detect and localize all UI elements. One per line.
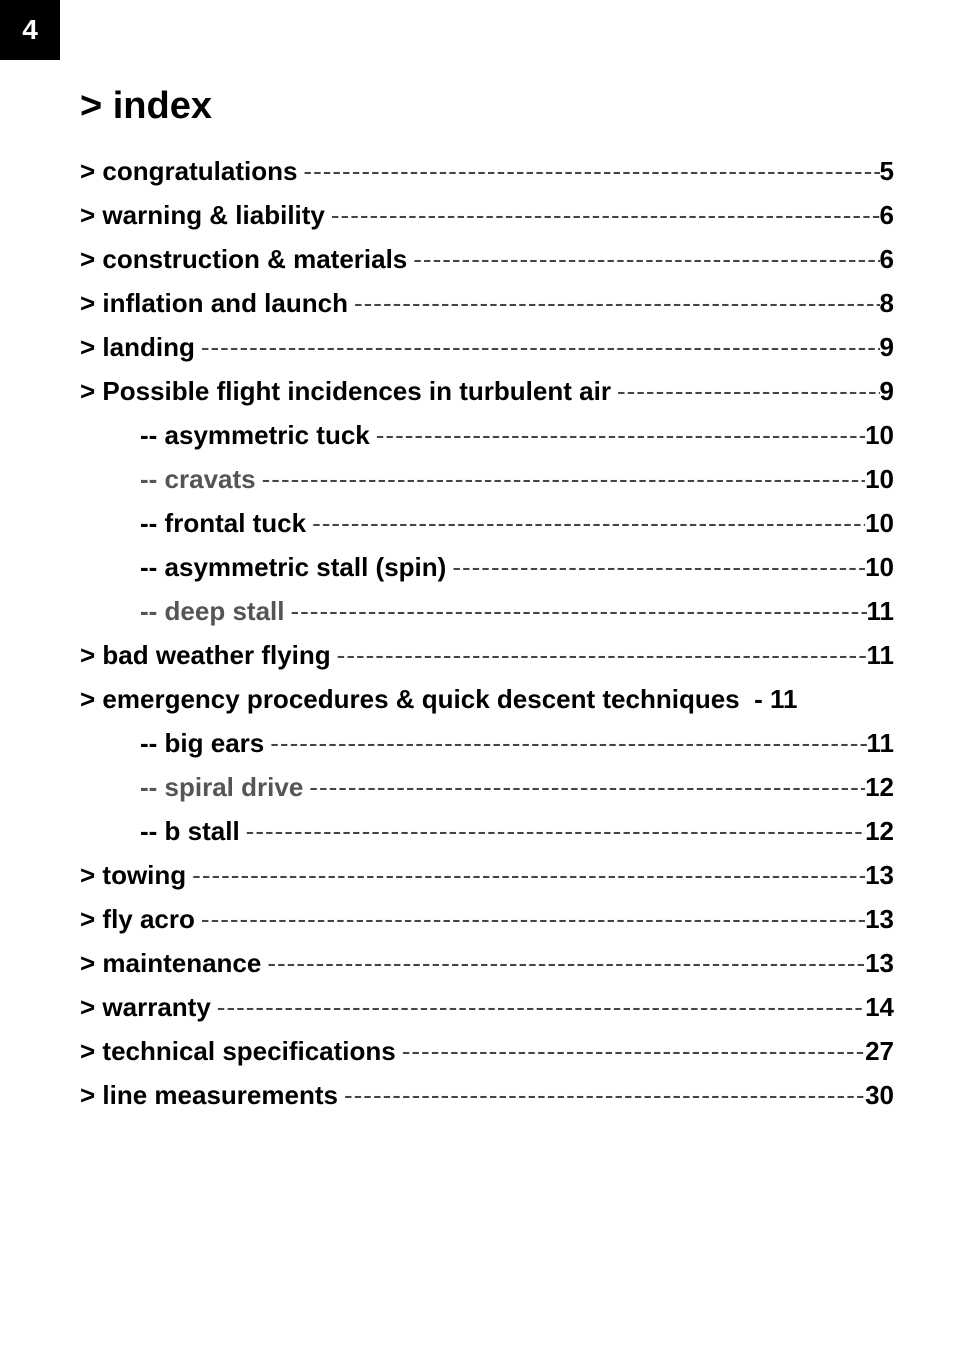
toc-label: > line measurements <box>80 1080 338 1111</box>
toc-row: > warranty------------------------------… <box>80 992 894 1023</box>
toc-container: > congratulations-----------------------… <box>80 156 894 1111</box>
toc-label: -- cravats <box>140 464 256 495</box>
toc-row: -- asymmetric tuck----------------------… <box>80 420 894 451</box>
toc-dashes: ----------------------------------------… <box>348 288 880 319</box>
toc-row: > landing-------------------------------… <box>80 332 894 363</box>
toc-dashes: ----------------------------------------… <box>407 244 879 275</box>
toc-label: > towing <box>80 860 186 891</box>
toc-dashes: ----------------------------------------… <box>446 552 865 583</box>
toc-row: > inflation and launch------------------… <box>80 288 894 319</box>
toc-label: > congratulations <box>80 156 297 187</box>
toc-row: -- cravats------------------------------… <box>80 464 894 495</box>
toc-dashes: ----------------------------------------… <box>195 904 865 935</box>
toc-dashes: ----------------------------------------… <box>611 376 880 407</box>
toc-page: 13 <box>865 948 894 979</box>
toc-row: > fly acro------------------------------… <box>80 904 894 935</box>
toc-page: 30 <box>865 1080 894 1111</box>
toc-page: - 11 <box>754 684 797 715</box>
toc-page: 11 <box>867 640 895 671</box>
toc-page: 11 <box>867 728 895 759</box>
toc-page: 10 <box>865 552 894 583</box>
toc-dashes: ----------------------------------------… <box>338 1080 865 1111</box>
toc-row: > warning & liability-------------------… <box>80 200 894 231</box>
toc-row: > congratulations-----------------------… <box>80 156 894 187</box>
toc-label: > warranty <box>80 992 211 1023</box>
toc-label: -- spiral drive <box>140 772 303 803</box>
toc-row: -- big ears-----------------------------… <box>80 728 894 759</box>
toc-label: > warning & liability <box>80 200 325 231</box>
toc-dashes: ----------------------------------------… <box>303 772 865 803</box>
toc-spacer <box>740 684 754 715</box>
toc-dashes: ----------------------------------------… <box>186 860 865 891</box>
toc-label: > fly acro <box>80 904 195 935</box>
toc-page: 10 <box>865 508 894 539</box>
toc-dashes: ----------------------------------------… <box>256 464 865 495</box>
toc-page: 10 <box>865 464 894 495</box>
toc-label: -- deep stall <box>140 596 284 627</box>
toc-page: 9 <box>880 376 894 407</box>
toc-page: 6 <box>880 244 894 275</box>
toc-dashes: ----------------------------------------… <box>396 1036 865 1067</box>
toc-row: > Possible flight incidences in turbulen… <box>80 376 894 407</box>
toc-page: 12 <box>865 772 894 803</box>
toc-label: > Possible flight incidences in turbulen… <box>80 376 611 407</box>
toc-label: -- frontal tuck <box>140 508 306 539</box>
toc-dashes: ----------------------------------------… <box>240 816 865 847</box>
toc-row: -- b stall------------------------------… <box>80 816 894 847</box>
toc-dashes: ----------------------------------------… <box>284 596 866 627</box>
content-area: > index > congratulations---------------… <box>80 85 894 1124</box>
toc-dashes: ----------------------------------------… <box>331 640 867 671</box>
toc-row: > towing--------------------------------… <box>80 860 894 891</box>
page-number: 4 <box>22 14 38 46</box>
toc-row: > emergency procedures & quick descent t… <box>80 684 894 715</box>
toc-page: 8 <box>880 288 894 319</box>
toc-page: 13 <box>865 860 894 891</box>
toc-label: -- asymmetric stall (spin) <box>140 552 446 583</box>
toc-row: -- frontal tuck-------------------------… <box>80 508 894 539</box>
toc-dashes: ----------------------------------------… <box>195 332 880 363</box>
toc-row: > technical specifications--------------… <box>80 1036 894 1067</box>
toc-row: -- deep stall---------------------------… <box>80 596 894 627</box>
toc-page: 6 <box>880 200 894 231</box>
page-number-box: 4 <box>0 0 60 60</box>
toc-page: 14 <box>865 992 894 1023</box>
toc-page: 13 <box>865 904 894 935</box>
toc-label: > bad weather flying <box>80 640 331 671</box>
toc-dashes: ----------------------------------------… <box>264 728 866 759</box>
toc-label: > inflation and launch <box>80 288 348 319</box>
toc-row: -- spiral drive-------------------------… <box>80 772 894 803</box>
toc-label: -- asymmetric tuck <box>140 420 370 451</box>
toc-row: > line measurements---------------------… <box>80 1080 894 1111</box>
toc-row: > maintenance---------------------------… <box>80 948 894 979</box>
index-title: > index <box>80 85 894 128</box>
toc-row: > bad weather flying--------------------… <box>80 640 894 671</box>
toc-page: 10 <box>865 420 894 451</box>
toc-dashes: ----------------------------------------… <box>261 948 865 979</box>
toc-page: 5 <box>880 156 894 187</box>
toc-label: > emergency procedures & quick descent t… <box>80 684 740 715</box>
toc-row: > construction & materials--------------… <box>80 244 894 275</box>
toc-label: -- b stall <box>140 816 240 847</box>
toc-page: 27 <box>865 1036 894 1067</box>
toc-label: > landing <box>80 332 195 363</box>
toc-page: 12 <box>865 816 894 847</box>
toc-dashes: ----------------------------------------… <box>306 508 865 539</box>
toc-page: 11 <box>867 596 895 627</box>
toc-label: > construction & materials <box>80 244 407 275</box>
toc-label: > maintenance <box>80 948 261 979</box>
toc-dashes: ----------------------------------------… <box>325 200 880 231</box>
toc-row: -- asymmetric stall (spin)--------------… <box>80 552 894 583</box>
toc-dashes: ----------------------------------------… <box>297 156 879 187</box>
toc-dashes: ----------------------------------------… <box>370 420 865 451</box>
toc-page: 9 <box>880 332 894 363</box>
toc-dashes: ----------------------------------------… <box>211 992 865 1023</box>
toc-label: > technical specifications <box>80 1036 396 1067</box>
toc-label: -- big ears <box>140 728 264 759</box>
